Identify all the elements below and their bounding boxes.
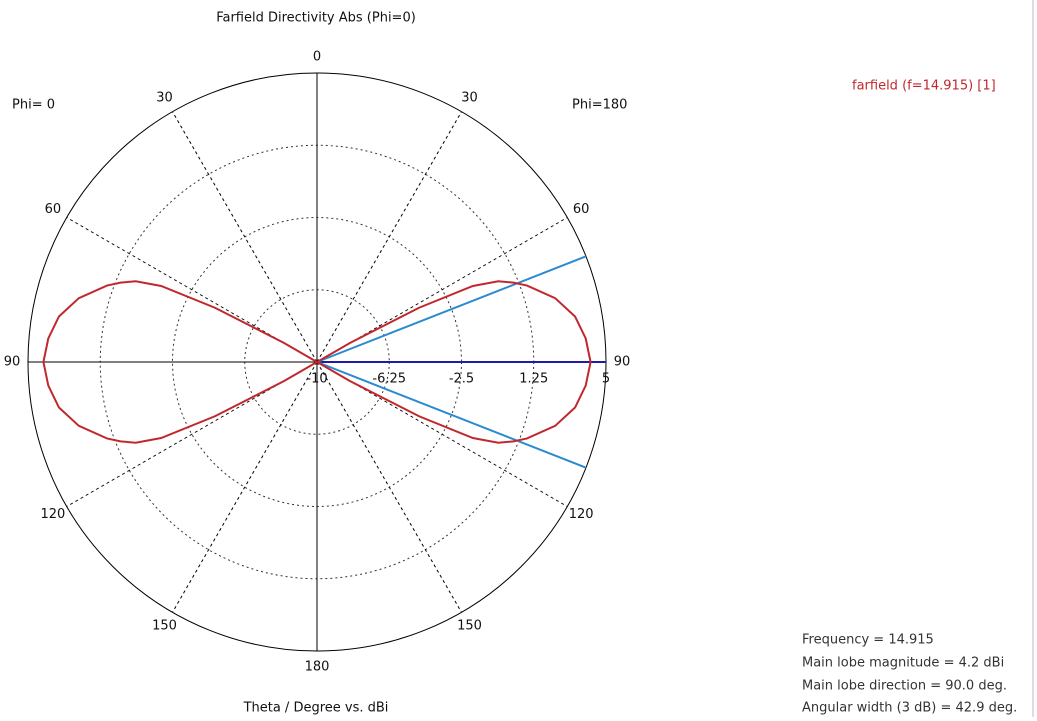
theta-tick-label: 60 — [45, 202, 62, 217]
r-tick-label: -2.5 — [449, 372, 474, 387]
r-tick-label: 5 — [602, 372, 610, 387]
theta-tick-label: 30 — [461, 90, 478, 105]
beamwidth-line — [316, 255, 587, 363]
theta-tick-label: 120 — [40, 507, 65, 522]
theta-tick-label: 60 — [573, 202, 590, 217]
spoke — [316, 361, 462, 613]
x-axis-label: Theta / Degree vs. dBi — [243, 701, 389, 716]
spoke — [172, 111, 318, 363]
r-tick-label: 1.25 — [519, 372, 548, 387]
pattern-curve — [42, 280, 318, 444]
left-label: Phi= 0 — [12, 98, 55, 113]
theta-tick-label: 150 — [457, 619, 482, 634]
info-text: Main lobe magnitude = 4.2 dBi — [802, 656, 1004, 671]
theta-tick-label: 0 — [313, 50, 321, 65]
right-label: Phi=180 — [572, 98, 627, 113]
r-tick-label: -6.25 — [372, 372, 406, 387]
info-text: Angular width (3 dB) = 42.9 deg. — [802, 701, 1017, 716]
info-text: Frequency = 14.915 — [802, 633, 934, 648]
beamwidth-line — [316, 361, 587, 469]
theta-tick-label: 30 — [156, 90, 173, 105]
spoke — [316, 111, 462, 363]
spoke — [172, 361, 318, 613]
info-text: Main lobe direction = 90.0 deg. — [802, 679, 1007, 694]
pattern-curve — [316, 280, 592, 444]
theta-tick-label: 90 — [4, 355, 21, 370]
theta-tick-label: 120 — [569, 507, 594, 522]
legend-entry: farfield (f=14.915) [1] — [852, 79, 996, 94]
theta-tick-label: 150 — [152, 619, 177, 634]
theta-tick-label: 180 — [305, 660, 330, 675]
chart-title: Farfield Directivity Abs (Phi=0) — [216, 11, 416, 26]
theta-tick-label: 90 — [614, 355, 631, 370]
